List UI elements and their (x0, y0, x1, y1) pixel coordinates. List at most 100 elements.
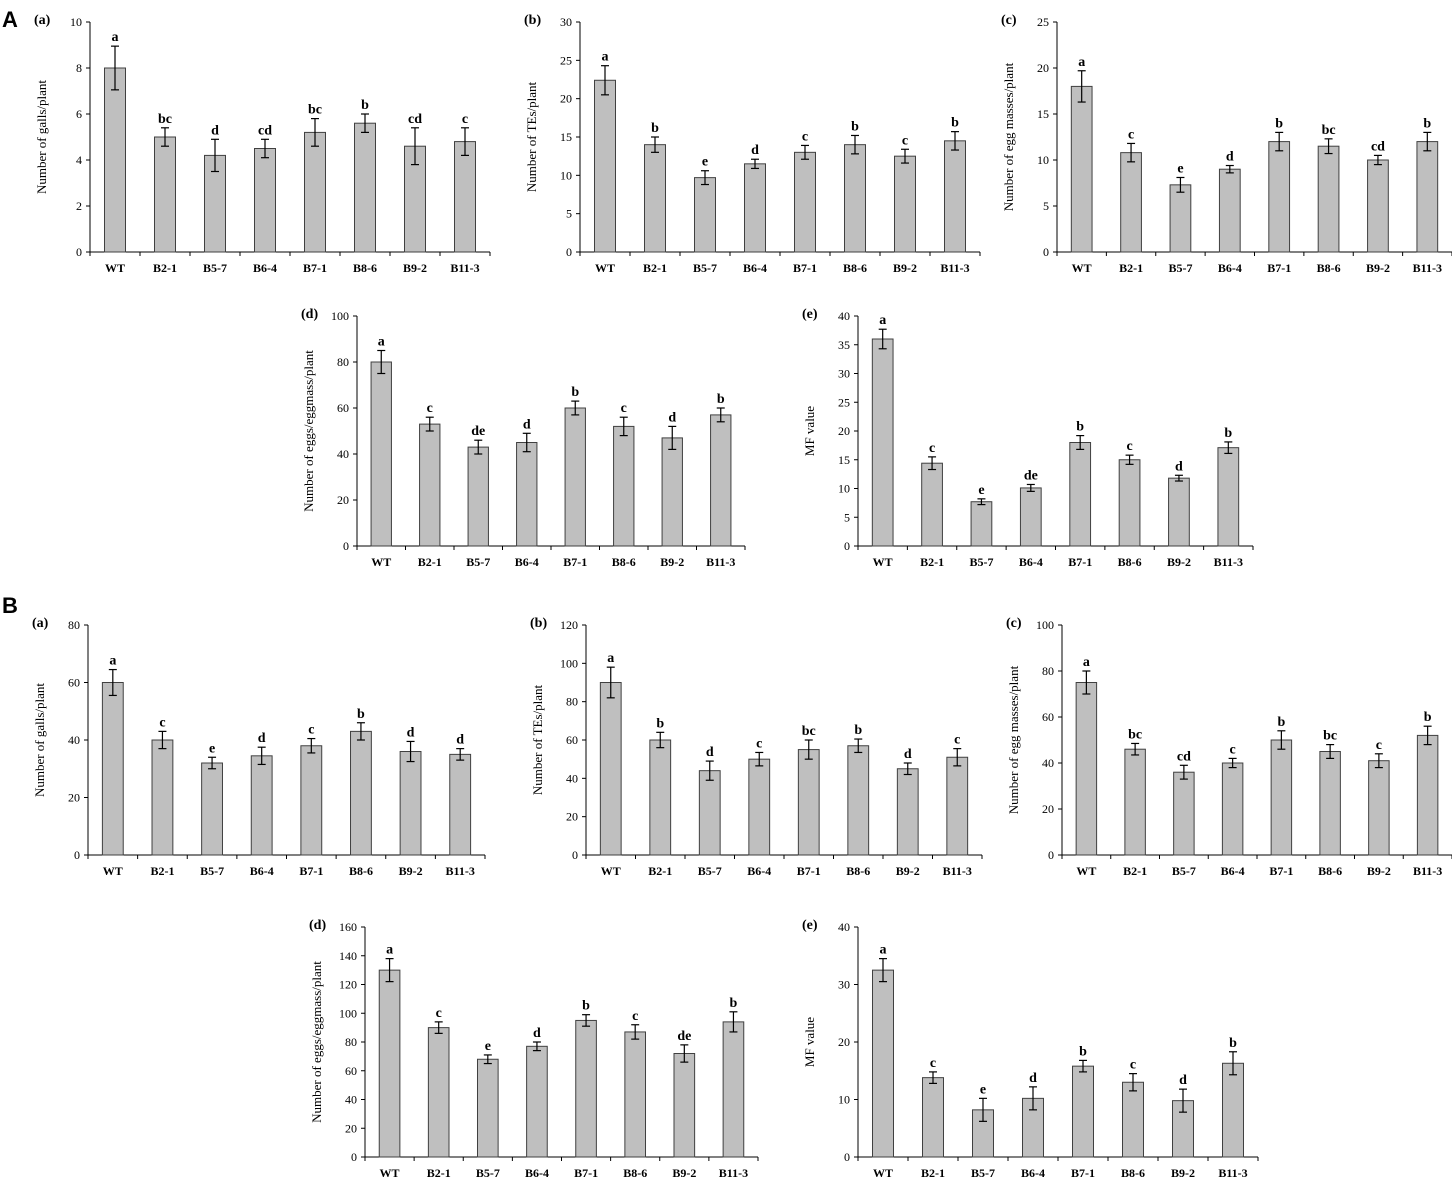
bar-B11-3 (1416, 734, 1439, 856)
y-tick-label: 2 (76, 199, 82, 213)
panel-label: (e) (802, 307, 818, 322)
y-tick-label: 0 (74, 848, 80, 862)
x-tick-label: WT (595, 261, 615, 275)
bar-B7-1 (575, 1019, 597, 1158)
y-tick-label: 60 (566, 733, 578, 747)
x-tick-label: B2-1 (418, 555, 442, 569)
x-tick-label: B7-1 (303, 261, 327, 275)
x-tick-label: B5-7 (969, 555, 993, 569)
y-tick-label: 40 (345, 1093, 357, 1107)
bar-B8-6 (1319, 751, 1341, 856)
x-tick-label: WT (1072, 261, 1092, 275)
y-tick-label: 15 (838, 453, 850, 467)
bar-B6-4 (748, 758, 771, 856)
x-tick-label: WT (601, 864, 621, 878)
significance-label: c (1128, 127, 1134, 142)
x-tick-label: WT (873, 1166, 893, 1180)
bar-B2-1 (427, 1027, 450, 1158)
x-tick-label: B7-1 (563, 555, 587, 569)
y-tick-label: 60 (345, 1064, 357, 1078)
bar-B11-3 (449, 753, 472, 856)
y-tick-label: 0 (844, 1150, 850, 1164)
significance-label: d (668, 410, 676, 425)
y-tick-label: 15 (560, 130, 572, 144)
bar-B6-4 (250, 755, 273, 856)
y-tick-label: 20 (838, 424, 850, 438)
x-tick-label: B6-4 (1021, 1166, 1045, 1180)
bar-B11-3 (710, 414, 732, 547)
y-axis-title: Number of TEs/plant (530, 684, 545, 795)
significance-label: b (1079, 1044, 1087, 1059)
x-tick-label: B11-3 (1413, 261, 1442, 275)
significance-label: bc (802, 724, 816, 739)
x-tick-label: B2-1 (648, 864, 672, 878)
x-tick-label: B9-2 (1167, 555, 1191, 569)
y-tick-label: 25 (560, 53, 572, 67)
y-tick-label: 20 (68, 791, 80, 805)
x-tick-label: B8-6 (1317, 261, 1341, 275)
y-tick-label: 40 (68, 733, 80, 747)
significance-label: d (407, 725, 415, 740)
x-tick-label: WT (371, 555, 391, 569)
bar-B5-7 (476, 1058, 499, 1158)
bar-WT (594, 79, 616, 253)
panel-label: (c) (1001, 13, 1017, 28)
x-tick-label: B8-6 (353, 261, 377, 275)
bar-B2-1 (1124, 748, 1146, 856)
bar-WT (1070, 85, 1093, 253)
y-tick-label: 80 (1042, 664, 1054, 678)
bar-B7-1 (300, 745, 323, 856)
significance-label: bc (158, 112, 172, 127)
significance-label: c (427, 401, 433, 416)
y-tick-label: 40 (1042, 756, 1054, 770)
significance-label: c (1126, 439, 1132, 454)
y-tick-label: 10 (1037, 153, 1049, 167)
y-axis-title: Number of egg masses/plant (1006, 665, 1021, 814)
bar-B6-4 (1218, 168, 1241, 253)
y-tick-label: 15 (1037, 107, 1049, 121)
y-tick-label: 20 (1042, 802, 1054, 816)
y-tick-label: 0 (1043, 245, 1049, 259)
bar-B5-7 (1173, 771, 1195, 856)
y-tick-label: 80 (68, 618, 80, 632)
bar-B8-6 (350, 730, 372, 856)
significance-label: c (802, 129, 808, 144)
y-tick-label: 80 (566, 695, 578, 709)
x-tick-label: B9-2 (1171, 1166, 1195, 1180)
x-tick-label: B7-1 (793, 261, 817, 275)
y-axis-title: Number of egg masses/plant (1001, 62, 1016, 211)
bar-B9-2 (894, 155, 916, 253)
bar-B5-7 (467, 446, 489, 547)
bar-B8-6 (844, 144, 866, 253)
bar-B7-1 (304, 131, 326, 253)
x-tick-label: B9-2 (896, 864, 920, 878)
bar-B7-1 (1069, 442, 1092, 547)
significance-label: b (582, 999, 590, 1014)
significance-label: b (854, 723, 862, 738)
x-tick-label: B7-1 (1269, 864, 1293, 878)
bar-WT (104, 67, 126, 253)
x-tick-label: B6-4 (1019, 555, 1043, 569)
bar-B5-7 (698, 770, 721, 856)
significance-label: a (1083, 655, 1090, 670)
section-label-a: A (2, 7, 18, 32)
significance-label: cd (258, 123, 272, 138)
x-tick-label: B8-6 (349, 864, 373, 878)
significance-label: b (730, 996, 738, 1011)
y-axis-title: Number of galls/plant (34, 80, 49, 194)
y-tick-label: 10 (838, 1093, 850, 1107)
panel-label: (b) (530, 616, 547, 631)
bar-B8-6 (354, 122, 376, 253)
bar-B7-1 (1270, 739, 1293, 856)
bar-B11-3 (454, 141, 476, 253)
panel-label: (e) (802, 918, 818, 933)
significance-label: b (1424, 710, 1432, 725)
x-tick-label: B11-3 (943, 864, 972, 878)
x-tick-label: B11-3 (1413, 864, 1442, 878)
y-tick-label: 30 (560, 15, 572, 29)
significance-label: b (656, 716, 664, 731)
x-tick-label: B8-6 (623, 1166, 647, 1180)
y-tick-label: 40 (337, 447, 349, 461)
x-tick-label: B2-1 (920, 555, 944, 569)
bar-B8-6 (1317, 145, 1340, 253)
